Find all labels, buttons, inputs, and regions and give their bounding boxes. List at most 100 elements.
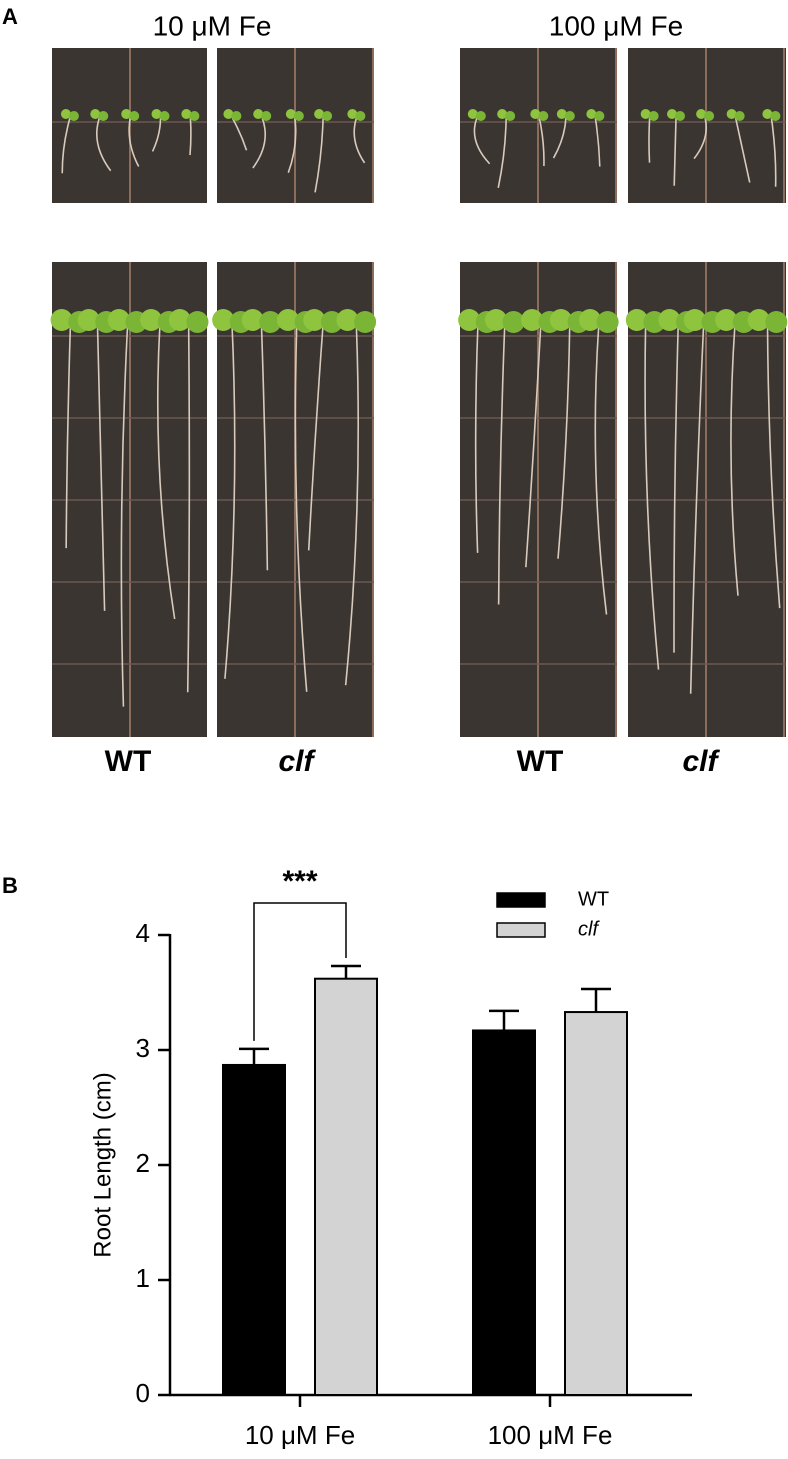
leaf [140,309,163,331]
leaf [579,309,602,331]
leaf [726,109,737,119]
legend-label: clf [578,918,600,940]
root [307,323,324,551]
leaf [241,309,264,331]
leaf [303,309,326,331]
y-tick-label: 0 [136,1378,150,1408]
root [344,323,360,686]
panel-label: B [2,873,18,898]
root [552,117,567,159]
y-axis-label: Root Length (cm) [89,1072,116,1257]
leaf [186,311,209,333]
root [96,323,106,611]
leaf [762,109,773,119]
root [474,323,479,553]
root [151,117,162,152]
leaf [355,111,366,121]
condition-label: 100 μM Fe [549,10,683,41]
leaf [538,111,549,121]
x-tick-label: 100 μM Fe [488,1420,613,1450]
root [65,323,72,549]
bar [314,977,378,1396]
legend-swatch [496,892,546,908]
leaf [640,109,651,119]
significance-bracket [253,902,347,1041]
root [673,117,677,186]
y-tick-label: 1 [136,1263,150,1293]
bar [472,1029,536,1396]
root [294,323,308,692]
photo [458,262,619,737]
leaf [181,109,192,119]
leaf [159,111,170,121]
photo [460,48,617,203]
root [189,117,192,156]
bar [564,1011,628,1396]
leaf [770,111,781,121]
root [156,323,176,620]
root [120,323,129,707]
error-bar [331,964,361,979]
root [353,117,366,164]
leaf [261,111,272,121]
leaf [675,111,686,121]
leaf [765,311,788,333]
significance-label: *** [282,865,317,898]
leaf [521,309,544,331]
bar [222,1063,286,1396]
leaf [596,311,619,333]
photo-panels [50,48,788,737]
leaf [683,309,706,331]
leaf [704,111,715,121]
leaf [77,309,100,331]
error-bar [239,1047,269,1065]
leaf [497,109,508,119]
root [252,117,266,169]
leaf [530,109,541,119]
root [497,323,506,605]
leaf [505,111,516,121]
leaf [667,109,678,119]
leaf [322,111,333,121]
root [689,323,705,694]
root [61,117,71,174]
legend-label: WT [578,888,609,910]
photo [625,262,788,737]
leaf [594,111,605,121]
leaf [715,309,738,331]
root [497,117,507,188]
leaf [90,109,101,119]
root [734,117,751,183]
leaf [285,109,296,119]
leaf [549,309,572,331]
root [594,323,608,615]
leaf [107,309,130,331]
leaf [212,309,235,331]
condition-label: 10 μM Fe [153,10,272,41]
legend-swatch [496,922,546,938]
leaf [484,309,507,331]
leaf [734,111,745,121]
root [730,323,739,596]
root [594,117,601,167]
error-bar [489,1009,519,1031]
root [473,117,491,165]
genotype-label: clf [278,745,316,778]
genotype-label: WT [517,745,564,778]
leaf [354,311,377,333]
leaf [586,109,597,119]
leaf [648,111,659,121]
leaf [293,111,304,121]
root [693,117,708,160]
leaf [168,309,191,331]
leaf [336,309,359,331]
leaf [347,109,358,119]
root [96,117,112,172]
leaf [502,311,525,333]
leaf [98,111,109,121]
leaf [467,109,478,119]
leaf [60,109,71,119]
bar-chart: 0 1 2 3 4 10 μM Fe 100 μM Fe *** WT clf [136,865,692,1450]
